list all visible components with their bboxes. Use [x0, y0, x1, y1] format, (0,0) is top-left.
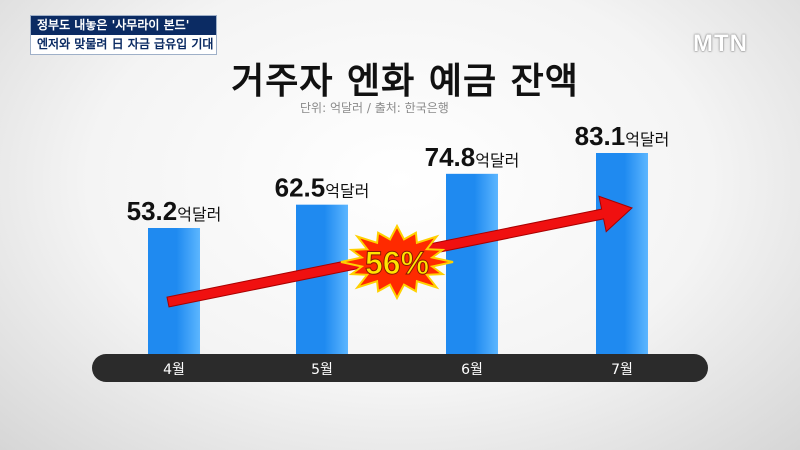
x-axis-band	[92, 354, 708, 382]
growth-percent-label: 56%	[365, 245, 429, 281]
data-label-4: 83.1억달러	[575, 121, 670, 151]
data-label-unit: 억달러	[625, 130, 669, 149]
news-headline-box: 정부도 내놓은 '사무라이 본드' 엔저와 맞물려 日 자금 급유입 기대	[30, 15, 217, 55]
data-label-value: 83.1	[575, 121, 626, 151]
bar-4	[596, 153, 648, 362]
bar-3	[446, 173, 498, 362]
bar-2	[296, 204, 348, 362]
data-label-value: 74.8	[425, 142, 476, 172]
x-tick-label-4: 7월	[611, 362, 633, 378]
headline-line-2: 엔저와 맞물려 日 자금 급유입 기대	[31, 35, 216, 54]
data-label-unit: 억달러	[177, 205, 221, 224]
mtn-logo: MTN	[693, 30, 748, 57]
percent-starburst	[340, 223, 454, 301]
data-label-value: 62.5	[275, 173, 326, 203]
data-label-unit: 억달러	[325, 182, 369, 201]
x-tick-label-3: 6월	[461, 362, 483, 378]
data-label-1: 53.2억달러	[127, 196, 222, 226]
data-label-3: 74.8억달러	[425, 142, 520, 172]
data-label-value: 53.2	[127, 196, 178, 226]
data-label-unit: 억달러	[475, 151, 519, 170]
x-tick-label-1: 4월	[163, 362, 185, 378]
x-tick-label-2: 5월	[311, 362, 333, 378]
headline-line-1: 정부도 내놓은 '사무라이 본드'	[31, 16, 216, 35]
chart-title: 거주자 엔화 예금 잔액	[231, 61, 579, 102]
data-label-2: 62.5억달러	[275, 173, 370, 203]
chart-subtitle: 단위: 억달러 / 출처: 한국은행	[300, 101, 449, 115]
